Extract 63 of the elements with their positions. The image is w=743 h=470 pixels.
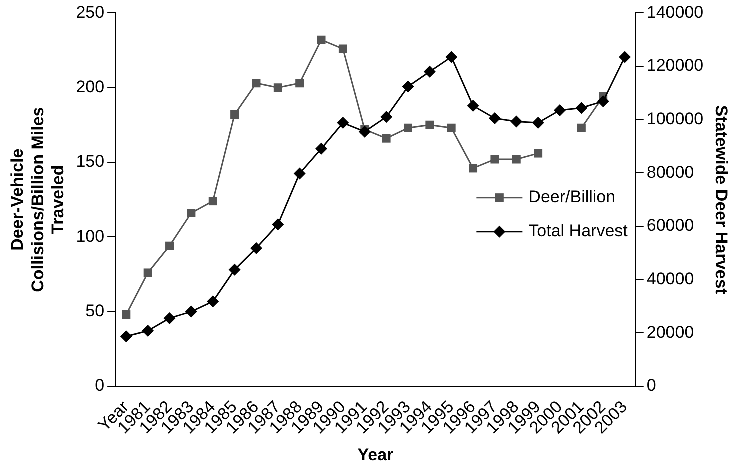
point: [230, 110, 240, 119]
y2-tick-label: 120000: [646, 56, 704, 76]
point: [296, 79, 304, 88]
point: [577, 124, 586, 132]
x-axis-title: Year: [358, 445, 394, 464]
point: [208, 197, 218, 206]
point: [488, 112, 501, 125]
point: [554, 104, 566, 117]
point: [187, 209, 196, 218]
point: [252, 79, 261, 88]
y-axis-title: Deer-Vehicle Collisions/Billion Miles Traveled: [8, 107, 68, 292]
y2-tick-label: 140000: [646, 2, 704, 22]
y-tick-label: 100: [76, 226, 105, 246]
point: [120, 330, 132, 343]
point: [512, 155, 521, 164]
point: [597, 95, 610, 108]
point: [469, 164, 478, 173]
point: [446, 51, 458, 64]
point: [164, 312, 176, 324]
point: [274, 84, 282, 92]
point: [490, 155, 500, 164]
point: [358, 126, 371, 138]
legend-label: Deer/Billion: [528, 188, 616, 207]
point: [382, 134, 391, 143]
point: [467, 100, 480, 112]
y2-tick-label: 100000: [646, 110, 704, 129]
point: [534, 149, 543, 158]
point: [380, 111, 393, 124]
point: [228, 264, 241, 276]
y-tick-label: 150: [76, 152, 105, 172]
point: [207, 296, 220, 308]
point: [404, 124, 412, 132]
point: [316, 142, 328, 155]
point: [424, 66, 436, 78]
point: [447, 124, 456, 132]
point: [317, 36, 326, 44]
y2-axis-title: Statewide Deer Harvest: [712, 105, 732, 295]
y2-tick-label: 80000: [646, 162, 694, 182]
y-tick-label: 250: [76, 2, 105, 22]
point: [272, 218, 284, 231]
point: [338, 44, 348, 54]
point: [510, 116, 523, 128]
y2-tick-label: 40000: [646, 269, 694, 288]
y-tick-label: 50: [86, 301, 105, 320]
point: [166, 242, 174, 250]
y-tick-label: 0: [95, 376, 105, 396]
y2-tick-label: 60000: [646, 216, 694, 236]
point: [576, 102, 588, 114]
point: [142, 324, 154, 337]
y-tick-label: 200: [76, 78, 105, 97]
point: [185, 306, 198, 318]
y2-tick-label: 20000: [646, 322, 694, 342]
point: [402, 80, 414, 93]
legend-label: Total Harvest: [528, 222, 628, 241]
point: [532, 117, 544, 130]
point: [619, 51, 632, 64]
point: [426, 120, 434, 130]
y2-tick-label: 0: [646, 376, 656, 396]
point: [337, 117, 350, 130]
point: [144, 268, 152, 278]
point: [250, 242, 262, 254]
point: [294, 168, 306, 180]
point: [122, 310, 131, 320]
